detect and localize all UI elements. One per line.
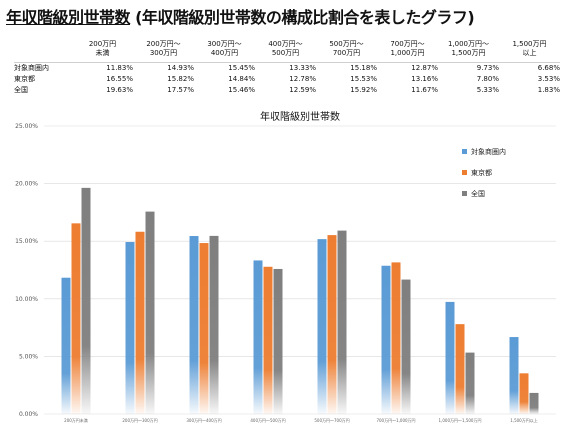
table-cell: 17.57% <box>167 86 194 94</box>
table-header-cell: 200万円～ 300万円 <box>146 40 181 57</box>
legend-label: 対象商圏内 <box>471 147 506 156</box>
y-axis-ticks: 0.00% 5.00% 10.00% 15.00% 20.00% 25.00% <box>15 123 38 418</box>
x-category-label: 400万円～500万円 <box>250 418 285 423</box>
bar-1-5 <box>391 262 401 414</box>
page-title-main: 年収階級別世帯数 <box>6 8 131 27</box>
table-cell: 15.53% <box>350 75 377 83</box>
table-row: 全国 19.63% 17.57% 15.46% 12.59% 15.92% 11… <box>14 85 560 96</box>
table-row-name: 対象商圏内 <box>14 62 72 74</box>
y-tick-label: 10.00% <box>15 296 38 303</box>
x-category-label: 300万円～400万円 <box>186 418 221 423</box>
bar-0-5 <box>381 265 391 414</box>
bar-2-2 <box>209 235 219 414</box>
stats-table: 200万円 未満 200万円～ 300万円 300万円～ 400万円 400万円～ 50… <box>14 40 560 96</box>
table-cell: 14.84% <box>228 75 255 83</box>
legend-swatch <box>462 170 467 175</box>
table-cell: 13.33% <box>255 62 316 74</box>
table-header-cell: 500万円～ 700万円 <box>329 40 364 57</box>
table-row: 対象商圏内 11.83% 14.93% 15.45% 13.33% 15.18%… <box>14 62 560 74</box>
table-cell: 9.73% <box>438 62 499 74</box>
table-row: 東京都 16.55% 15.82% 14.84% 12.78% 15.53% 1… <box>14 74 560 85</box>
table-cell: 15.46% <box>228 86 255 94</box>
legend-label: 東京都 <box>471 168 492 177</box>
bar-0-1 <box>125 242 135 414</box>
table-row-name: 東京都 <box>14 75 35 83</box>
bar-2-3 <box>273 268 283 414</box>
table-cell: 11.83% <box>72 62 133 74</box>
table-cell: 14.93% <box>133 62 194 74</box>
table-cell: 3.53% <box>537 75 560 83</box>
table-cell: 15.18% <box>316 62 377 74</box>
x-category-label: 500万円～700万円 <box>314 418 349 423</box>
table-cell: 7.80% <box>476 75 499 83</box>
bar-2-4 <box>337 230 347 414</box>
table-header-cell: 1,500万円 以上 <box>512 40 547 57</box>
bar-2-5 <box>401 279 411 414</box>
legend-swatch <box>462 149 467 154</box>
x-category-label: 1,000万円～1,500万円 <box>439 418 482 423</box>
chart-title: 年収階級別世帯数 <box>260 110 340 123</box>
page-title: 年収階級別世帯数 (年収階級別世帯数の構成比割合を表したグラフ) <box>6 4 475 28</box>
table-cell: 1.83% <box>537 86 560 94</box>
bar-1-0 <box>71 223 81 414</box>
x-category-label: 200万円～300万円 <box>122 418 157 423</box>
table-cell: 6.68% <box>499 62 560 74</box>
bar-0-0 <box>61 277 71 414</box>
bar-2-1 <box>145 211 155 414</box>
bar-1-2 <box>199 243 209 414</box>
legend-swatch <box>462 191 467 196</box>
table-cell: 13.16% <box>411 75 438 83</box>
table-row-name: 全国 <box>14 86 28 94</box>
x-category-label: 700万円～1,000万円 <box>376 418 415 423</box>
bar-1-4 <box>327 235 337 414</box>
table-header-cell: 700万円～ 1,000万円 <box>390 40 425 57</box>
bar-0-2 <box>189 236 199 414</box>
bar-1-3 <box>263 266 273 414</box>
y-tick-label: 0.00% <box>19 411 38 418</box>
table-header-cell: 300万円～ 400万円 <box>207 40 242 57</box>
table-header-cell: 400万円～ 500万円 <box>268 40 303 57</box>
page-title-sub: (年収階級別世帯数の構成比割合を表したグラフ) <box>130 8 475 27</box>
table-corner <box>14 40 72 63</box>
bar-2-0 <box>81 187 91 414</box>
y-tick-label: 5.00% <box>19 353 38 360</box>
legend-label: 全国 <box>471 189 485 198</box>
table-cell: 15.82% <box>167 75 194 83</box>
x-category-label: 1,500万円以上 <box>510 417 537 423</box>
table-cell: 15.92% <box>350 86 377 94</box>
y-tick-label: 25.00% <box>15 123 38 130</box>
bar-2-6 <box>465 352 475 414</box>
bar-1-7 <box>519 373 529 414</box>
bar-2-7 <box>529 392 539 414</box>
bars <box>61 187 539 414</box>
table-cell: 15.45% <box>194 62 255 74</box>
x-category-label: 200万円未満 <box>64 417 88 423</box>
x-axis-categories: 200万円未満 200万円～300万円 300万円～400万円 400万円～500万円… <box>64 417 538 423</box>
table-cell: 12.78% <box>289 75 316 83</box>
table-cell: 19.63% <box>106 86 133 94</box>
table-header-cell: 1,000万円～ 1,500万円 <box>447 40 490 57</box>
table-cell: 12.87% <box>377 62 438 74</box>
bar-1-6 <box>455 324 465 414</box>
table-header-cell: 200万円 未満 <box>88 40 117 57</box>
bar-0-3 <box>253 260 263 414</box>
bar-0-6 <box>445 301 455 414</box>
table-cell: 5.33% <box>476 86 499 94</box>
bar-0-4 <box>317 239 327 414</box>
y-tick-label: 15.00% <box>15 238 38 245</box>
bar-0-7 <box>509 337 519 414</box>
table-header-row: 200万円 未満 200万円～ 300万円 300万円～ 400万円 400万円～ 50… <box>14 40 560 63</box>
table-cell: 16.55% <box>106 75 133 83</box>
table-cell: 12.59% <box>289 86 316 94</box>
bar-chart: 年収階級別世帯数 0.00% 5.00% 10.00% 15.00% 20.00% 25.… <box>15 110 556 423</box>
table-cell: 11.67% <box>411 86 438 94</box>
y-tick-label: 20.00% <box>15 181 38 188</box>
bar-1-1 <box>135 231 145 414</box>
